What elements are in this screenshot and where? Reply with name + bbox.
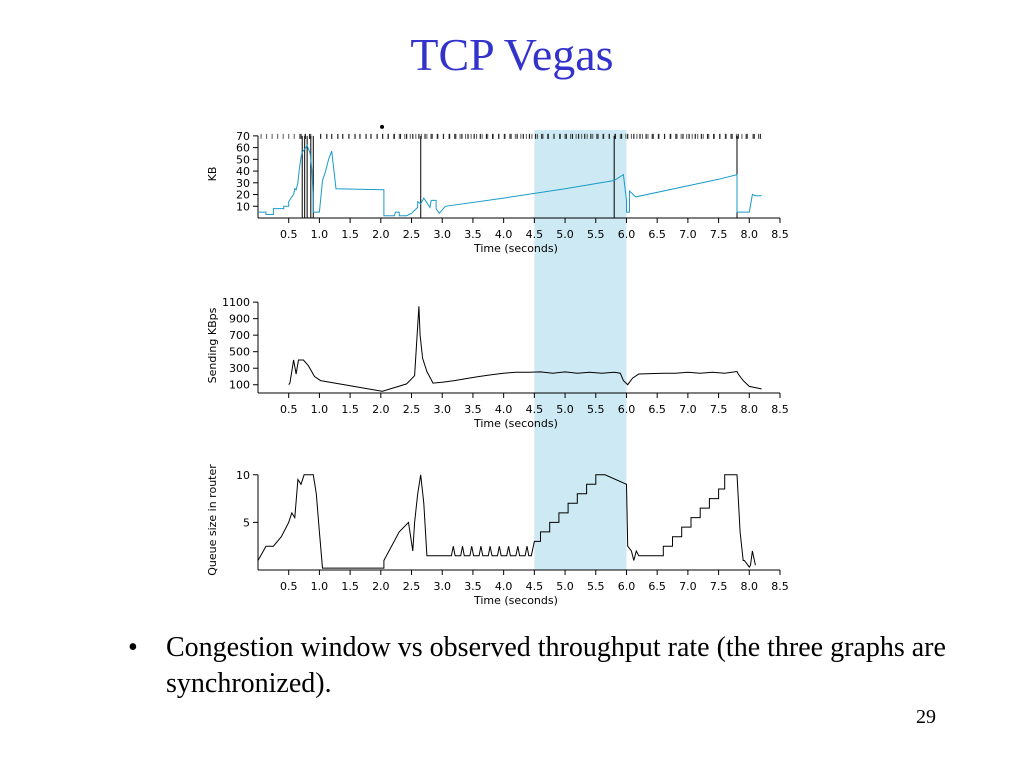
x-axis-label-2: Time (seconds) — [473, 417, 558, 430]
y-tick-label-1: 60 — [236, 142, 250, 155]
x-tick-label-1: 1.5 — [341, 228, 359, 241]
y-tick-label-2: 1100 — [222, 296, 250, 309]
y-axis-label-2: Sending KBps — [206, 307, 219, 383]
x-tick-label-3: 3.0 — [433, 580, 451, 593]
x-tick-label-1: 7.0 — [679, 228, 697, 241]
x-tick-label-3: 1.0 — [311, 580, 329, 593]
x-tick-label-2: 4.5 — [526, 403, 544, 416]
x-tick-label-1: 5.5 — [587, 228, 605, 241]
x-tick-label-2: 5.5 — [587, 403, 605, 416]
x-tick-label-1: 4.0 — [495, 228, 513, 241]
x-tick-label-1: 0.5 — [280, 228, 298, 241]
x-axis-label-1: Time (seconds) — [473, 242, 558, 255]
x-tick-label-3: 4.5 — [526, 580, 544, 593]
x-tick-label-1: 1.0 — [311, 228, 329, 241]
x-tick-label-1: 3.5 — [464, 228, 482, 241]
y-tick-label-1: 10 — [236, 200, 250, 213]
y-tick-label-2: 900 — [229, 313, 250, 326]
x-tick-label-3: 8.5 — [771, 580, 789, 593]
series-line-3 — [257, 474, 756, 569]
x-tick-label-2: 2.5 — [403, 403, 421, 416]
x-tick-label-2: 4.0 — [495, 403, 513, 416]
x-tick-label-2: 6.5 — [648, 403, 666, 416]
x-tick-label-2: 2.0 — [372, 403, 390, 416]
x-tick-label-1: 6.5 — [648, 228, 666, 241]
x-tick-label-2: 0.5 — [280, 403, 298, 416]
y-tick-label-3: 5 — [243, 516, 250, 529]
x-tick-label-1: 8.0 — [741, 228, 759, 241]
y-tick-label-2: 500 — [229, 346, 250, 359]
x-tick-label-2: 7.5 — [710, 403, 728, 416]
x-tick-label-3: 2.0 — [372, 580, 390, 593]
x-tick-label-1: 6.0 — [618, 228, 636, 241]
x-tick-label-3: 6.0 — [618, 580, 636, 593]
x-tick-label-2: 8.5 — [771, 403, 789, 416]
series-line-2 — [288, 306, 762, 392]
y-tick-label-1: 20 — [236, 189, 250, 202]
x-tick-label-2: 1.5 — [341, 403, 359, 416]
x-tick-label-3: 6.5 — [648, 580, 666, 593]
x-tick-label-2: 1.0 — [311, 403, 329, 416]
x-tick-label-2: 3.5 — [464, 403, 482, 416]
x-tick-label-3: 5.5 — [587, 580, 605, 593]
x-tick-label-3: 8.0 — [741, 580, 759, 593]
x-tick-label-1: 8.5 — [771, 228, 789, 241]
y-tick-label-2: 300 — [229, 362, 250, 375]
x-tick-label-2: 6.0 — [618, 403, 636, 416]
y-tick-label-2: 100 — [229, 379, 250, 392]
x-tick-label-2: 5.0 — [556, 403, 574, 416]
x-tick-label-2: 3.0 — [433, 403, 451, 416]
highlight-band — [534, 130, 627, 570]
x-axis-label-3: Time (seconds) — [473, 594, 558, 607]
bullet-text: Congestion window vs observed throughput… — [166, 632, 946, 699]
y-tick-label-2: 700 — [229, 329, 250, 342]
series-line-1 — [258, 144, 762, 217]
x-tick-label-2: 8.0 — [741, 403, 759, 416]
x-tick-label-1: 3.0 — [433, 228, 451, 241]
x-tick-label-1: 4.5 — [526, 228, 544, 241]
y-tick-label-1: 40 — [236, 165, 250, 178]
y-tick-label-1: 50 — [236, 153, 250, 166]
x-tick-label-3: 3.5 — [464, 580, 482, 593]
x-tick-label-2: 7.0 — [679, 403, 697, 416]
x-tick-label-1: 5.0 — [556, 228, 574, 241]
page-number: 29 — [916, 706, 936, 728]
y-tick-label-1: 70 — [236, 130, 250, 143]
x-tick-label-3: 1.5 — [341, 580, 359, 593]
x-tick-label-1: 7.5 — [710, 228, 728, 241]
x-tick-label-1: 2.5 — [403, 228, 421, 241]
y-tick-label-3: 10 — [236, 469, 250, 482]
x-tick-label-3: 4.0 — [495, 580, 513, 593]
x-tick-label-3: 7.5 — [710, 580, 728, 593]
x-tick-label-1: 2.0 — [372, 228, 390, 241]
event-dot — [380, 124, 385, 129]
x-tick-label-3: 2.5 — [403, 580, 421, 593]
x-tick-label-3: 5.0 — [556, 580, 574, 593]
y-axis-label-1: KB — [206, 167, 219, 182]
x-tick-label-3: 7.0 — [679, 580, 697, 593]
bullet-symbol: • — [128, 632, 138, 663]
y-tick-label-1: 30 — [236, 177, 250, 190]
slide-title: TCP Vegas — [410, 29, 614, 80]
x-tick-label-3: 0.5 — [280, 580, 298, 593]
y-axis-label-3: Queue size in router — [206, 464, 219, 576]
